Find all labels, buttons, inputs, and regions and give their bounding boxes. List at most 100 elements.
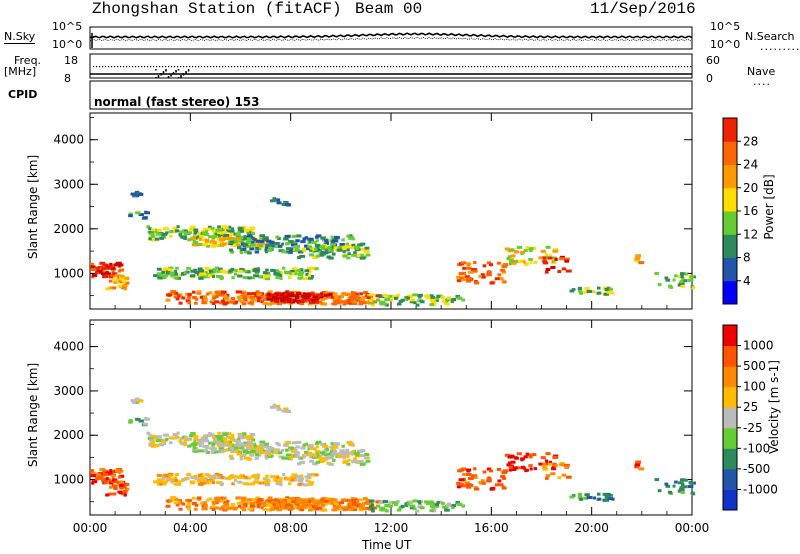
velocity-cell xyxy=(240,457,244,461)
power-cell xyxy=(426,296,431,300)
velocity-cell xyxy=(348,442,354,446)
nave-dot xyxy=(402,66,404,68)
power-cell xyxy=(197,243,203,247)
power-cell xyxy=(224,225,229,229)
power-cell xyxy=(232,300,239,304)
power-cell xyxy=(349,234,353,238)
power-cell xyxy=(306,266,312,270)
power-cell xyxy=(444,300,448,304)
velocity-cell xyxy=(396,508,402,512)
nave-dot xyxy=(366,66,368,68)
velocity-cell xyxy=(204,473,210,477)
power-cell xyxy=(691,286,696,290)
power-cell xyxy=(208,235,213,239)
x-tick-label: 16:00 xyxy=(474,521,509,535)
power-cell xyxy=(251,245,257,249)
velocity-cell xyxy=(324,445,329,449)
power-cell xyxy=(366,293,371,297)
velocity-cell xyxy=(173,497,179,501)
nave-dot xyxy=(288,66,290,68)
nave-dot xyxy=(357,66,359,68)
velocity-cell xyxy=(366,500,371,504)
velocity-cell xyxy=(689,481,695,485)
velocity-cell xyxy=(282,498,287,502)
nave-dot xyxy=(138,66,140,68)
power-cell xyxy=(257,299,261,303)
velocity-cell xyxy=(121,485,127,489)
power-cell xyxy=(267,290,273,294)
velocity-cell xyxy=(198,482,204,486)
power-cell xyxy=(473,269,478,273)
velocity-cell xyxy=(165,504,171,508)
velocity-cell xyxy=(586,496,593,500)
power-cell xyxy=(276,201,282,205)
power-cell xyxy=(340,292,347,296)
velocity-cell xyxy=(349,505,354,509)
power-cell xyxy=(239,239,244,243)
velocity-cell xyxy=(533,467,538,471)
power-cell xyxy=(315,254,321,258)
power-cell xyxy=(299,250,304,254)
velocity-cell xyxy=(527,453,534,457)
power-cell xyxy=(394,296,398,300)
power-colorbar-tick-label: 4 xyxy=(743,274,751,288)
power-cell xyxy=(523,249,528,253)
nave-dot xyxy=(222,66,224,68)
power-cell xyxy=(114,274,118,278)
power-cell xyxy=(170,271,175,275)
power-cell xyxy=(213,240,217,244)
velocity-cell xyxy=(285,496,290,500)
nave-dot xyxy=(492,66,494,68)
power-cell xyxy=(148,227,152,231)
power-cell xyxy=(353,292,359,296)
velocity-cell xyxy=(430,505,436,509)
velocity-cell xyxy=(256,450,261,454)
power-cell xyxy=(358,299,364,303)
velocity-cell xyxy=(532,453,537,457)
velocity-cell xyxy=(258,450,263,454)
power-cell xyxy=(280,299,286,303)
velocity-cell xyxy=(193,449,198,453)
nave-dot xyxy=(612,66,614,68)
power-cell xyxy=(681,277,685,281)
power-cell xyxy=(218,235,222,239)
velocity-cell xyxy=(193,474,198,478)
power-cell xyxy=(441,299,446,303)
power-cell xyxy=(297,256,302,260)
velocity-cell xyxy=(239,442,244,446)
velocity-cell xyxy=(388,500,394,504)
velocity-cell xyxy=(247,457,252,461)
velocity-cell xyxy=(192,446,197,450)
velocity-cell xyxy=(359,460,364,464)
velocity-cell xyxy=(289,476,295,480)
power-cell xyxy=(265,245,270,249)
power-cell xyxy=(243,298,248,302)
power-cell xyxy=(208,291,213,295)
power-cell xyxy=(348,236,354,240)
x-tick-label: 12:00 xyxy=(374,521,409,535)
power-cell xyxy=(533,260,538,264)
velocity-cell xyxy=(172,478,179,482)
power-cell xyxy=(634,259,640,263)
nave-dot xyxy=(111,66,113,68)
velocity-cell xyxy=(243,504,248,508)
nave-dot xyxy=(105,66,107,68)
nave-dot xyxy=(162,66,164,68)
power-cell xyxy=(635,254,642,258)
power-cell xyxy=(331,252,336,256)
power-cell xyxy=(378,295,385,299)
power-cell xyxy=(313,247,318,251)
power-cell xyxy=(275,269,280,273)
power-cell xyxy=(229,231,236,235)
velocity-cell xyxy=(227,443,233,447)
power-cell xyxy=(187,301,192,305)
nave-dot xyxy=(255,66,257,68)
velocity-cell xyxy=(607,493,613,497)
nave-dot xyxy=(522,66,524,68)
velocity-cell xyxy=(163,473,169,477)
velocity-cell xyxy=(199,441,205,445)
velocity-cell xyxy=(308,500,312,504)
velocity-cell xyxy=(218,446,224,450)
velocity-cell xyxy=(564,465,570,469)
power-cell xyxy=(249,298,256,302)
